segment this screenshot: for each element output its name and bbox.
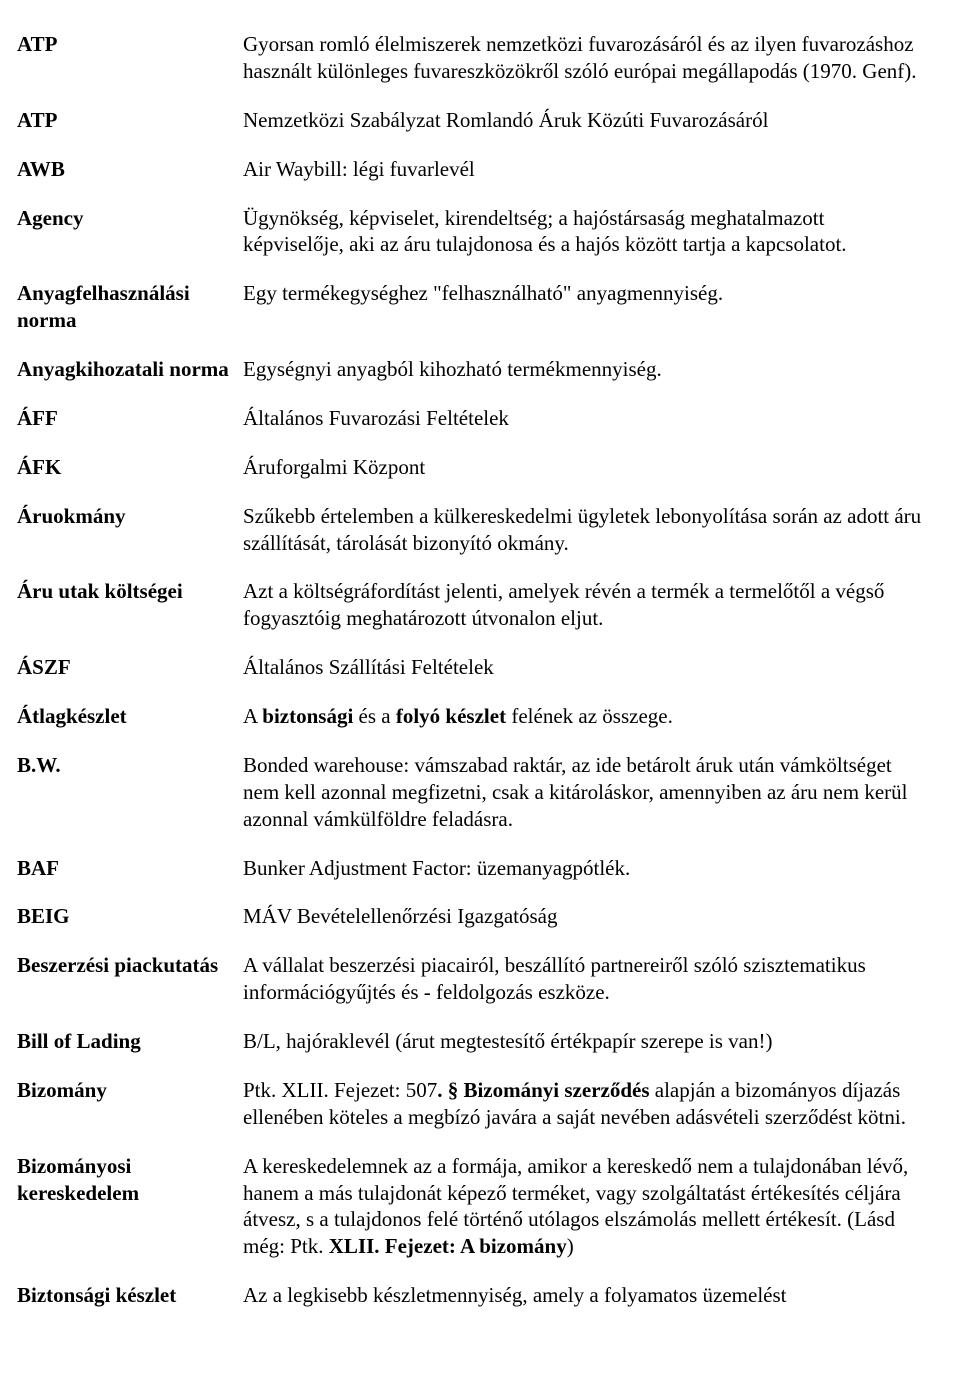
- glossary-row: ÁFFÁltalános Fuvarozási Feltételek: [17, 394, 934, 443]
- glossary-definition: MÁV Bevételellenőrzési Igazgatóság: [243, 892, 934, 941]
- glossary-term: Biztonsági készlet: [17, 1271, 243, 1320]
- definition-text-segment: Egységnyi anyagból kihozható termékmenny…: [243, 357, 662, 381]
- glossary-row: Anyagkihozatali normaEgységnyi anyagból …: [17, 345, 934, 394]
- glossary-term: AWB: [17, 145, 243, 194]
- glossary-term: Átlagkészlet: [17, 692, 243, 741]
- definition-text-segment: Egy termékegységhez "felhasználható" any…: [243, 281, 723, 305]
- glossary-term: Agency: [17, 194, 243, 270]
- definition-text-segment: Áruforgalmi Központ: [243, 455, 425, 479]
- glossary-term: Áruokmány: [17, 492, 243, 568]
- definition-text-segment: Gyorsan romló élelmiszerek nemzetközi fu…: [243, 32, 917, 83]
- glossary-row: ATPNemzetközi Szabályzat Romlandó Áruk K…: [17, 96, 934, 145]
- glossary-definition: Általános Fuvarozási Feltételek: [243, 394, 934, 443]
- glossary-definition: A vállalat beszerzési piacairól, beszáll…: [243, 941, 934, 1017]
- glossary-row: AWBAir Waybill: légi fuvarlevél: [17, 145, 934, 194]
- glossary-definition: Azt a költségráfordítást jelenti, amelye…: [243, 567, 934, 643]
- glossary-definition: Gyorsan romló élelmiszerek nemzetközi fu…: [243, 20, 934, 96]
- glossary-term: Anyagkihozatali norma: [17, 345, 243, 394]
- glossary-row: ÁtlagkészletA biztonsági és a folyó kész…: [17, 692, 934, 741]
- glossary-definition: Bunker Adjustment Factor: üzemanyagpótlé…: [243, 844, 934, 893]
- glossary-term: ÁFF: [17, 394, 243, 443]
- definition-text-segment: ): [567, 1234, 574, 1258]
- definition-text-segment: A vállalat beszerzési piacairól, beszáll…: [243, 953, 866, 1004]
- glossary-definition: Ügynökség, képviselet, kirendeltség; a h…: [243, 194, 934, 270]
- glossary-term: Beszerzési piackutatás: [17, 941, 243, 1017]
- glossary-row: ÁSZFÁltalános Szállítási Feltételek: [17, 643, 934, 692]
- definition-text-segment: Air Waybill: légi fuvarlevél: [243, 157, 475, 181]
- glossary-row: BEIGMÁV Bevételellenőrzési Igazgatóság: [17, 892, 934, 941]
- definition-bold-segment: XLII. Fejezet: A bizomány: [329, 1234, 567, 1258]
- glossary-term: Bizomány: [17, 1066, 243, 1142]
- glossary-term: Bill of Lading: [17, 1017, 243, 1066]
- definition-bold-segment: folyó készlet: [396, 704, 506, 728]
- glossary-row: Áru utak költségeiAzt a költségráfordítá…: [17, 567, 934, 643]
- glossary-definition: B/L, hajóraklevél (árut megtestesítő ért…: [243, 1017, 934, 1066]
- definition-bold-segment: biztonsági: [262, 704, 353, 728]
- definition-text-segment: és a: [353, 704, 396, 728]
- glossary-term: Anyagfelhasználási norma: [17, 269, 243, 345]
- glossary-row: Bill of LadingB/L, hajóraklevél (árut me…: [17, 1017, 934, 1066]
- definition-bold-segment: . § Bizományi szerződés: [437, 1078, 649, 1102]
- definition-text-segment: felének az összege.: [506, 704, 673, 728]
- glossary-term: ATP: [17, 20, 243, 96]
- glossary-definition: Ptk. XLII. Fejezet: 507. § Bizományi sze…: [243, 1066, 934, 1142]
- glossary-row: ÁFKÁruforgalmi Központ: [17, 443, 934, 492]
- glossary-definition: A kereskedelemnek az a formája, amikor a…: [243, 1142, 934, 1272]
- definition-text-segment: B/L, hajóraklevél (árut megtestesítő ért…: [243, 1029, 772, 1053]
- glossary-term: ÁFK: [17, 443, 243, 492]
- glossary-term: ÁSZF: [17, 643, 243, 692]
- definition-text-segment: Általános Szállítási Feltételek: [243, 655, 494, 679]
- definition-text-segment: Bonded warehouse: vámszabad raktár, az i…: [243, 753, 907, 831]
- glossary-row: ÁruokmánySzűkebb értelemben a külkereske…: [17, 492, 934, 568]
- glossary-row: ATPGyorsan romló élelmiszerek nemzetközi…: [17, 20, 934, 96]
- definition-text-segment: Az a legkisebb készletmennyiség, amely a…: [243, 1283, 786, 1307]
- glossary-row: Anyagfelhasználási normaEgy termékegység…: [17, 269, 934, 345]
- definition-text-segment: Ptk. XLII. Fejezet: 507: [243, 1078, 437, 1102]
- definition-text-segment: Szűkebb értelemben a külkereskedelmi ügy…: [243, 504, 921, 555]
- glossary-definition: Bonded warehouse: vámszabad raktár, az i…: [243, 741, 934, 844]
- glossary-term: ATP: [17, 96, 243, 145]
- glossary-definition: Egy termékegységhez "felhasználható" any…: [243, 269, 934, 345]
- glossary-definition: Áruforgalmi Központ: [243, 443, 934, 492]
- glossary-definition: A biztonsági és a folyó készlet felének …: [243, 692, 934, 741]
- definition-text-segment: Ügynökség, képviselet, kirendeltség; a h…: [243, 206, 847, 257]
- glossary-term: B.W.: [17, 741, 243, 844]
- definition-text-segment: MÁV Bevételellenőrzési Igazgatóság: [243, 904, 558, 928]
- definition-text-segment: Bunker Adjustment Factor: üzemanyagpótlé…: [243, 856, 630, 880]
- glossary-row: Bizományosi kereskedelemA kereskedelemne…: [17, 1142, 934, 1272]
- definition-text-segment: A: [243, 704, 262, 728]
- definition-text-segment: Általános Fuvarozási Feltételek: [243, 406, 509, 430]
- glossary-row: BAFBunker Adjustment Factor: üzemanyagpó…: [17, 844, 934, 893]
- glossary-term: BEIG: [17, 892, 243, 941]
- definition-text-segment: Nemzetközi Szabályzat Romlandó Áruk Közú…: [243, 108, 768, 132]
- glossary-term: BAF: [17, 844, 243, 893]
- glossary-definition: Az a legkisebb készletmennyiség, amely a…: [243, 1271, 934, 1320]
- glossary-term: Bizományosi kereskedelem: [17, 1142, 243, 1272]
- glossary-definition: Nemzetközi Szabályzat Romlandó Áruk Közú…: [243, 96, 934, 145]
- glossary-definition: Egységnyi anyagból kihozható termékmenny…: [243, 345, 934, 394]
- glossary-row: Beszerzési piackutatásA vállalat beszerz…: [17, 941, 934, 1017]
- glossary-row: AgencyÜgynökség, képviselet, kirendeltsé…: [17, 194, 934, 270]
- glossary-row: BizományPtk. XLII. Fejezet: 507. § Bizom…: [17, 1066, 934, 1142]
- glossary-term: Áru utak költségei: [17, 567, 243, 643]
- glossary-row: B.W.Bonded warehouse: vámszabad raktár, …: [17, 741, 934, 844]
- glossary-table: ATPGyorsan romló élelmiszerek nemzetközi…: [17, 20, 934, 1320]
- glossary-definition: Általános Szállítási Feltételek: [243, 643, 934, 692]
- glossary-definition: Air Waybill: légi fuvarlevél: [243, 145, 934, 194]
- glossary-definition: Szűkebb értelemben a külkereskedelmi ügy…: [243, 492, 934, 568]
- definition-text-segment: Azt a költségráfordítást jelenti, amelye…: [243, 579, 884, 630]
- glossary-row: Biztonsági készletAz a legkisebb készlet…: [17, 1271, 934, 1320]
